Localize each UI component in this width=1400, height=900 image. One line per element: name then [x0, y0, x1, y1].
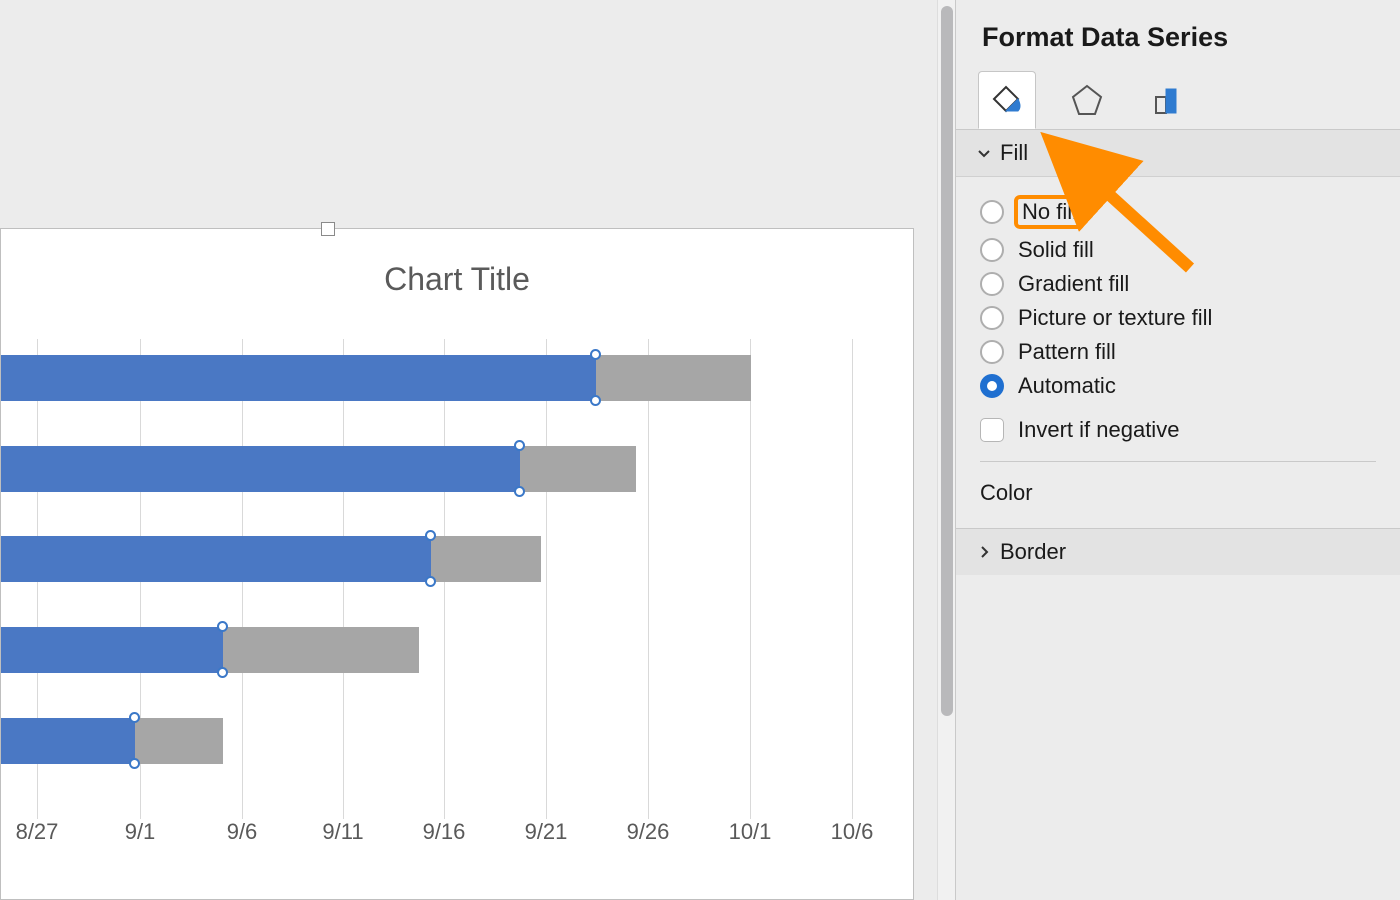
- x-axis-tick-label: 9/26: [627, 819, 670, 845]
- border-header-label: Border: [1000, 539, 1066, 565]
- gridline: [546, 339, 547, 819]
- border-section-header[interactable]: Border: [956, 529, 1400, 575]
- bar-series1[interactable]: [1, 446, 520, 492]
- fill-option-label: Gradient fill: [1018, 271, 1129, 297]
- x-axis-labels: 8/27 9/1 9/6 9/11 9/16 9/21 9/26 10/1 10/6: [1, 819, 901, 859]
- selection-dot[interactable]: [217, 621, 228, 632]
- x-axis-tick-label: 9/21: [525, 819, 568, 845]
- pane-title: Format Data Series: [956, 0, 1400, 71]
- radio-button[interactable]: [980, 200, 1004, 224]
- fill-option-label: Pattern fill: [1018, 339, 1116, 365]
- selection-dot[interactable]: [425, 576, 436, 587]
- x-axis-tick-label: 9/11: [322, 819, 363, 845]
- bar-series2[interactable]: [135, 718, 223, 764]
- effects-tab[interactable]: [1058, 71, 1116, 129]
- selection-handle[interactable]: [321, 222, 335, 236]
- fill-section-header[interactable]: Fill: [956, 130, 1400, 177]
- radio-button[interactable]: [980, 272, 1004, 296]
- fill-option-label: Solid fill: [1018, 237, 1094, 263]
- selection-dot[interactable]: [514, 486, 525, 497]
- bar-series1[interactable]: [1, 355, 596, 401]
- gridline: [750, 339, 751, 819]
- fill-option-row[interactable]: Automatic: [980, 369, 1376, 403]
- radio-button[interactable]: [980, 238, 1004, 262]
- selection-dot[interactable]: [129, 758, 140, 769]
- x-axis-tick-label: 10/6: [831, 819, 874, 845]
- gridline: [648, 339, 649, 819]
- fill-section: Fill No fill Solid fill Gradient fill Pictu…: [956, 129, 1400, 528]
- gridline: [852, 339, 853, 819]
- pentagon-icon: [1068, 81, 1106, 119]
- format-pane: Format Data Series Fill No fill: [955, 0, 1400, 900]
- fill-option-label: Picture or texture fill: [1018, 305, 1212, 331]
- fill-option-row[interactable]: Picture or texture fill: [980, 301, 1376, 335]
- selection-dot[interactable]: [217, 667, 228, 678]
- bar-series2[interactable]: [520, 446, 636, 492]
- vertical-scrollbar-track[interactable]: [937, 0, 955, 900]
- x-axis-tick-label: 8/27: [16, 819, 59, 845]
- x-axis-tick-label: 10/1: [729, 819, 772, 845]
- radio-button[interactable]: [980, 340, 1004, 364]
- worksheet-area: Chart Title 8/27 9/1 9/6 9/11 9/16 9/21 9/26 10…: [0, 0, 955, 900]
- bar-series1[interactable]: [1, 536, 431, 582]
- bar-series1[interactable]: [1, 627, 223, 673]
- chart-plot-area[interactable]: [1, 339, 901, 819]
- bar-series1[interactable]: [1, 718, 135, 764]
- radio-button[interactable]: [980, 374, 1004, 398]
- bar-series2[interactable]: [223, 627, 419, 673]
- invert-if-negative-row[interactable]: Invert if negative: [980, 413, 1376, 447]
- bar-series2[interactable]: [431, 536, 541, 582]
- fill-option-label: Automatic: [1018, 373, 1116, 399]
- fill-and-line-tab[interactable]: [978, 71, 1036, 129]
- bar-series2[interactable]: [596, 355, 751, 401]
- x-axis-tick-label: 9/1: [125, 819, 156, 845]
- selection-dot[interactable]: [590, 349, 601, 360]
- vertical-scrollbar-thumb[interactable]: [941, 6, 953, 716]
- fill-option-row[interactable]: Gradient fill: [980, 267, 1376, 301]
- x-axis-tick-label: 9/16: [423, 819, 466, 845]
- fill-option-label: No fill: [1014, 195, 1085, 229]
- chart-frame[interactable]: Chart Title 8/27 9/1 9/6 9/11 9/16 9/21 9/26 10…: [0, 228, 914, 900]
- chart-title[interactable]: Chart Title: [1, 261, 913, 298]
- bar-chart-icon: [1148, 81, 1186, 119]
- selection-dot[interactable]: [514, 440, 525, 451]
- invert-label: Invert if negative: [1018, 417, 1179, 443]
- pane-tabs: [956, 71, 1400, 129]
- selection-dot[interactable]: [129, 712, 140, 723]
- paint-bucket-icon: [988, 81, 1026, 119]
- series-options-tab[interactable]: [1138, 71, 1196, 129]
- chevron-down-icon: [976, 145, 992, 161]
- fill-option-row[interactable]: No fill: [980, 191, 1376, 233]
- fill-section-body: No fill Solid fill Gradient fill Picture or…: [956, 177, 1400, 528]
- fill-option-row[interactable]: Pattern fill: [980, 335, 1376, 369]
- invert-checkbox[interactable]: [980, 418, 1004, 442]
- selection-dot[interactable]: [425, 530, 436, 541]
- border-section: Border: [956, 528, 1400, 575]
- fill-header-label: Fill: [1000, 140, 1028, 166]
- x-axis-tick-label: 9/6: [227, 819, 258, 845]
- selection-dot[interactable]: [590, 395, 601, 406]
- radio-button[interactable]: [980, 306, 1004, 330]
- chevron-right-icon: [976, 544, 992, 560]
- fill-option-row[interactable]: Solid fill: [980, 233, 1376, 267]
- color-row-label[interactable]: Color: [980, 476, 1376, 510]
